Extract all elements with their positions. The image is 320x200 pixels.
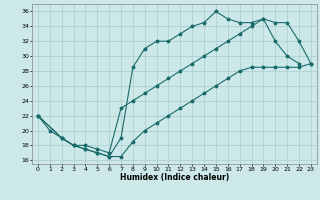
X-axis label: Humidex (Indice chaleur): Humidex (Indice chaleur) <box>120 173 229 182</box>
